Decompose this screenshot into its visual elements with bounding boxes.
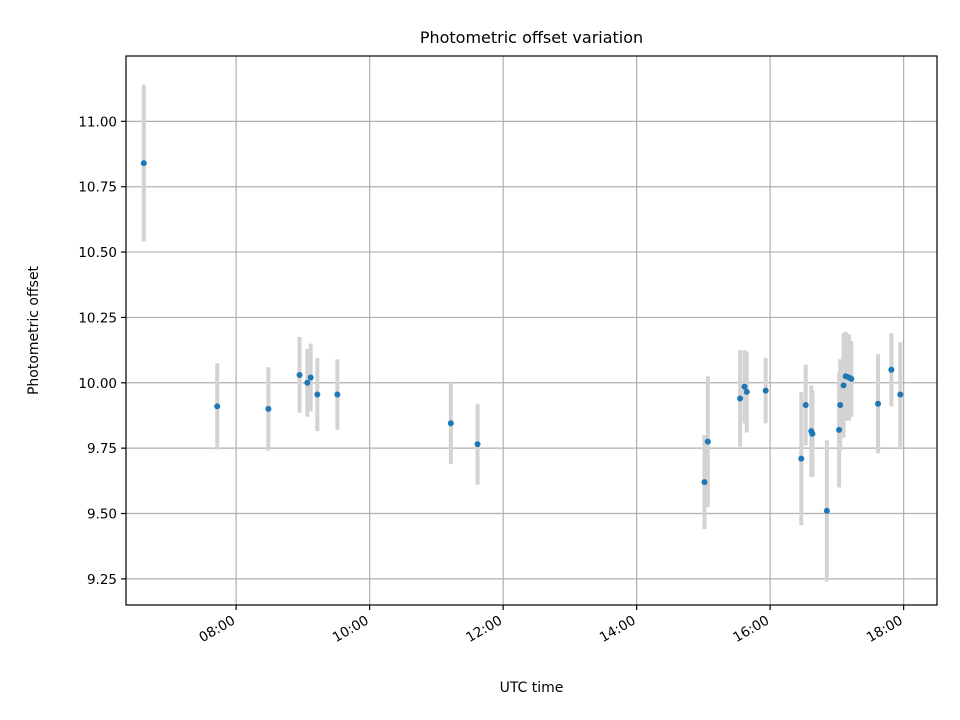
data-point [762,387,769,394]
x-axis-label: UTC time [500,680,564,696]
data-point [314,391,321,398]
data-point [802,402,809,409]
data-point [848,375,855,382]
plot-frame [125,55,938,606]
y-tick-label: 10.75 [78,180,117,196]
data-point [334,391,341,398]
data-point [897,391,904,398]
data-point [214,403,221,410]
data-point [823,507,830,514]
data-point [296,371,303,378]
y-tick-label: 10.00 [78,376,117,392]
y-tick-label: 9.50 [87,507,117,523]
data-point [140,160,147,167]
y-tick-label: 9.25 [87,572,117,588]
data-point [809,430,816,437]
data-point [888,366,895,373]
data-point [798,455,805,462]
data-point [265,405,272,412]
data-point [701,479,708,486]
data-point [836,426,843,433]
data-point [743,388,750,395]
y-axis-ticks: 9.25 9.50 9.75 10.00 10.25 10.50 10.75 11.00 [78,114,126,588]
data-point [704,438,711,445]
y-tick-label: 10.50 [78,245,117,261]
data-point [307,374,314,381]
data-point [447,420,454,427]
y-tick-label: 9.75 [87,441,117,457]
data-points [140,160,904,514]
data-point [840,382,847,389]
y-tick-label: 11.00 [78,114,117,130]
data-point [304,379,311,386]
grid [126,56,937,605]
y-axis-label: Photometric offset [26,265,42,395]
chart-title: Photometric offset variation [420,28,643,47]
data-point [875,400,882,407]
data-point [837,402,844,409]
plot-area [126,56,937,605]
y-tick-label: 10.25 [78,310,117,326]
data-point [741,383,748,390]
data-point [737,395,744,402]
data-point [474,441,481,448]
